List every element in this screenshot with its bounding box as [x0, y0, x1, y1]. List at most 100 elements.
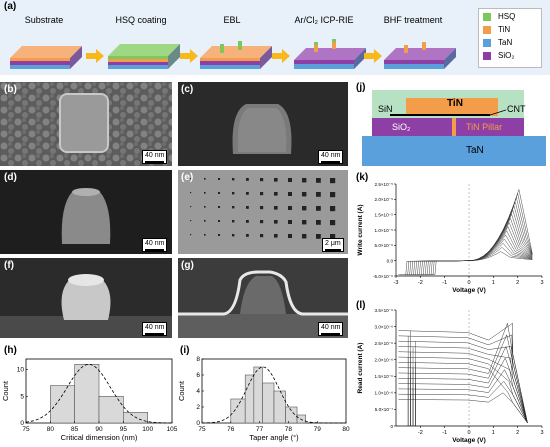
x-tick-label: 2 [516, 430, 519, 436]
pillar-dot [316, 178, 321, 183]
y-tick-label: 0 [390, 424, 393, 429]
x-tick-label: -2 [418, 280, 423, 286]
pillar-dot [190, 192, 192, 194]
pillar-dot [288, 192, 292, 196]
pillar-dot [246, 234, 249, 237]
process-arrows [86, 49, 382, 63]
x-tick-label: 79 [314, 426, 322, 433]
pillar-dot [246, 220, 249, 223]
write-current-trace [411, 213, 533, 275]
histogram-bar [230, 398, 246, 424]
y-axis-label: Write current (A) [357, 204, 364, 255]
write-current-trace [413, 209, 533, 275]
pillar-dot [190, 206, 192, 208]
panel-label-d: (d) [4, 172, 17, 183]
pillar-dot [204, 206, 206, 208]
pillar-dot [260, 178, 264, 182]
legend-swatch-sio2 [483, 52, 491, 60]
pillar-dot [260, 220, 264, 224]
pillar-dot [246, 192, 249, 195]
y-tick-label: 1.0×10⁻⁵ [374, 228, 393, 233]
histogram-bar [262, 382, 275, 424]
x-tick-label: 0 [467, 280, 470, 286]
x-tick-label: 3 [540, 280, 543, 286]
process-flow-illustration [10, 39, 456, 69]
write-current-trace [410, 217, 533, 275]
x-tick-label: 100 [142, 426, 153, 433]
tan-layer [362, 136, 546, 166]
y-axis-label: Read current (A) [357, 343, 364, 394]
pillar-dot [232, 234, 235, 237]
read-current-trace [398, 362, 528, 423]
panel-label-j: (j) [356, 82, 366, 93]
write-current-trace [401, 242, 533, 275]
x-tick-label: 95 [120, 426, 128, 433]
y-tick-label: 5.0×10⁻⁷ [375, 407, 394, 412]
y-tick-label: 0 [20, 420, 24, 427]
y-tick-label: 2.5×10⁻⁵ [374, 182, 393, 187]
pillar-dot [302, 220, 307, 225]
read-current-trace [398, 322, 528, 423]
pillar-dot [246, 178, 249, 181]
pillar-dot [274, 234, 278, 238]
panel-label-i: (i) [180, 345, 190, 356]
read-current-trace [398, 340, 528, 423]
pillar-dot [330, 220, 336, 226]
tin-electrode [406, 98, 498, 116]
histogram-bar [285, 406, 298, 424]
panel-label-k: (k) [356, 172, 369, 183]
pillar-dot [274, 192, 278, 196]
pillar-dot [288, 220, 292, 224]
read-current-trace [398, 357, 528, 423]
x-tick-label: -2 [418, 430, 423, 436]
scale-bar-text-d: 40 nm [145, 240, 165, 247]
x-tick-label: -1 [442, 280, 447, 286]
y-tick-label: 5.0×10⁻⁶ [375, 243, 394, 248]
device-label-sio2: SiO₂ [392, 122, 411, 132]
pillar-dot [204, 178, 206, 180]
x-axis-label: Taper angle (°) [249, 433, 299, 442]
process-step-label: EBL [223, 15, 241, 25]
sio2-layer [372, 118, 524, 136]
pillar-dot [232, 192, 235, 195]
pillar-dot [232, 220, 235, 223]
scale-bar-text-e: 2 μm [325, 240, 341, 247]
x-axis-label: Voltage (V) [452, 287, 485, 294]
pillar-dot [218, 220, 220, 222]
pillar-dot [316, 220, 321, 225]
read-current-trace [398, 380, 528, 423]
pillar-dot [190, 220, 192, 222]
panel-label-g: (g) [181, 260, 194, 271]
pillar-dot [218, 206, 220, 208]
pillar-dot [316, 234, 321, 239]
x-tick-label: 2 [516, 280, 519, 286]
panel-label-c: (c) [181, 84, 194, 95]
read-current-trace [398, 369, 528, 423]
pillar-dot [330, 178, 336, 184]
pillar-dot [302, 178, 307, 183]
process-step-label: BHF treatment [383, 15, 443, 25]
read-current-trace [398, 346, 528, 423]
histogram-bar [98, 396, 124, 424]
stack-ebl [200, 41, 272, 69]
x-tick-label: 1 [492, 280, 495, 286]
scale-bar-c: 40 nm [318, 150, 344, 164]
x-tick-label: -3 [394, 280, 399, 286]
process-flow-band [0, 0, 550, 75]
x-tick-label: 85 [71, 426, 79, 433]
pillar-dot [302, 192, 307, 197]
y-tick-label: 1.5×10⁻⁵ [374, 212, 393, 217]
scale-bar-text-g: 40 nm [321, 324, 341, 331]
device-label-pillar: TiN Pillar [466, 122, 503, 132]
pillar-dot [204, 234, 206, 236]
pillar-dot [190, 234, 192, 236]
y-tick-label: 4 [196, 388, 200, 395]
legend-label-hsq: HSQ [498, 12, 516, 21]
histogram-bar [253, 366, 263, 424]
y-tick-label: 3.5×10⁻⁶ [375, 308, 394, 313]
y-axis-label: Count [177, 380, 186, 401]
x-tick-label: 75 [22, 426, 30, 433]
legend-label-sio2: SiO₂ [498, 51, 515, 60]
pillar-dot [190, 178, 192, 180]
sem-image-e [178, 170, 348, 254]
